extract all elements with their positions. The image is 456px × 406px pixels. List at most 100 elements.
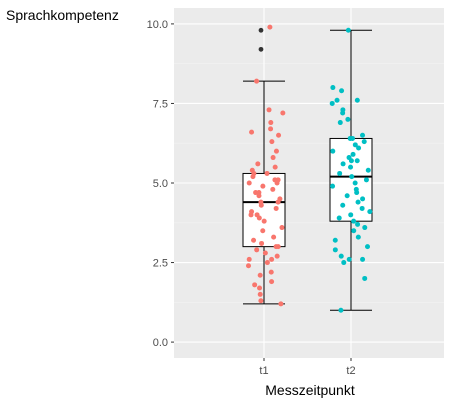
data-point-t2 (340, 202, 346, 208)
data-point-t2 (352, 180, 358, 186)
data-point-t1 (276, 132, 282, 138)
data-point-t1 (254, 247, 260, 253)
outlier-point (258, 46, 264, 52)
data-point-t1 (246, 263, 252, 269)
data-point-t1 (260, 228, 266, 234)
x-tick-label: t1 (259, 365, 268, 377)
x-tick-label: t2 (346, 365, 355, 377)
y-tick-label: 5.0 (153, 178, 168, 190)
data-point-t2 (339, 88, 345, 94)
data-point-t1 (264, 170, 270, 176)
data-point-t1 (262, 250, 268, 256)
data-point-t2 (355, 199, 361, 205)
y-axis-label: Sprachkompetenz (6, 7, 119, 23)
data-point-t2 (338, 307, 344, 313)
y-tick-label: 10.0 (147, 19, 168, 31)
data-point-t1 (259, 240, 265, 246)
data-point-t2 (338, 253, 344, 259)
data-point-t1 (270, 155, 276, 161)
data-point-t1 (268, 120, 274, 126)
data-point-t1 (273, 148, 279, 154)
data-point-t1 (274, 253, 280, 259)
data-point-t1 (257, 291, 263, 297)
data-point-t1 (248, 212, 254, 218)
data-point-t1 (253, 190, 259, 196)
data-point-t1 (269, 256, 275, 262)
data-point-t2 (348, 212, 354, 218)
data-point-t2 (336, 215, 342, 221)
data-point-t2 (346, 256, 352, 262)
data-point-t1 (256, 193, 262, 199)
data-point-t2 (364, 244, 370, 250)
data-point-t1 (261, 218, 267, 224)
data-point-t2 (356, 145, 362, 151)
data-point-t2 (344, 193, 350, 199)
outlier-point (258, 27, 264, 33)
data-point-t2 (345, 116, 351, 122)
data-point-t1 (257, 285, 263, 291)
data-point-t2 (355, 221, 361, 227)
data-point-t2 (337, 170, 343, 176)
data-point-t1 (264, 260, 270, 266)
data-point-t1 (279, 225, 285, 231)
data-point-t1 (268, 126, 274, 132)
y-tick-label: 7.5 (153, 98, 168, 110)
data-point-t2 (360, 132, 366, 138)
data-point-t2 (352, 142, 358, 148)
data-point-t2 (359, 205, 365, 211)
data-point-t2 (332, 247, 338, 253)
y-tick-label: 0.0 (153, 337, 168, 349)
data-point-t2 (341, 260, 347, 266)
data-point-t1 (255, 161, 261, 167)
data-point-t1 (280, 110, 286, 116)
data-point-t2 (332, 237, 338, 243)
data-point-t2 (337, 120, 343, 126)
data-point-t2 (330, 148, 336, 154)
data-point-t2 (360, 196, 366, 202)
data-point-t2 (329, 100, 335, 106)
data-point-t1 (273, 244, 279, 250)
data-point-t2 (365, 167, 371, 173)
data-point-t1 (254, 78, 260, 84)
data-point-t1 (258, 202, 264, 208)
data-point-t1 (271, 234, 277, 240)
data-point-t2 (361, 139, 367, 145)
data-point-t1 (260, 183, 266, 189)
data-point-t1 (269, 279, 275, 285)
data-point-t2 (350, 151, 356, 157)
data-point-t1 (246, 180, 252, 186)
data-point-t1 (249, 129, 255, 135)
data-point-t2 (351, 228, 357, 234)
data-point-t1 (251, 237, 257, 243)
data-point-t2 (348, 164, 354, 170)
data-point-t2 (334, 97, 340, 103)
data-point-t2 (362, 275, 368, 281)
data-point-t2 (345, 27, 351, 33)
data-point-t1 (269, 139, 275, 145)
data-point-t1 (250, 174, 256, 180)
data-point-t1 (272, 164, 278, 170)
data-point-t2 (340, 161, 346, 167)
data-point-t1 (252, 282, 258, 288)
data-point-t1 (266, 107, 272, 113)
data-point-t2 (367, 209, 373, 215)
data-point-t2 (360, 256, 366, 262)
data-point-t2 (354, 158, 360, 164)
data-point-t2 (351, 218, 357, 224)
data-point-t2 (330, 85, 336, 91)
data-point-t1 (256, 215, 262, 221)
data-point-t2 (362, 225, 368, 231)
data-point-t1 (273, 205, 279, 211)
data-point-t1 (278, 301, 284, 307)
data-point-t2 (349, 174, 355, 180)
data-point-t2 (354, 190, 360, 196)
data-point-t1 (257, 272, 263, 278)
data-point-t2 (348, 158, 354, 164)
data-point-t2 (340, 110, 346, 116)
x-axis-label: Messzeitpunkt (265, 382, 355, 398)
data-point-t2 (330, 183, 336, 189)
data-point-t2 (363, 177, 369, 183)
data-point-t1 (246, 256, 252, 262)
data-point-t2 (355, 234, 361, 240)
data-point-t1 (274, 180, 280, 186)
